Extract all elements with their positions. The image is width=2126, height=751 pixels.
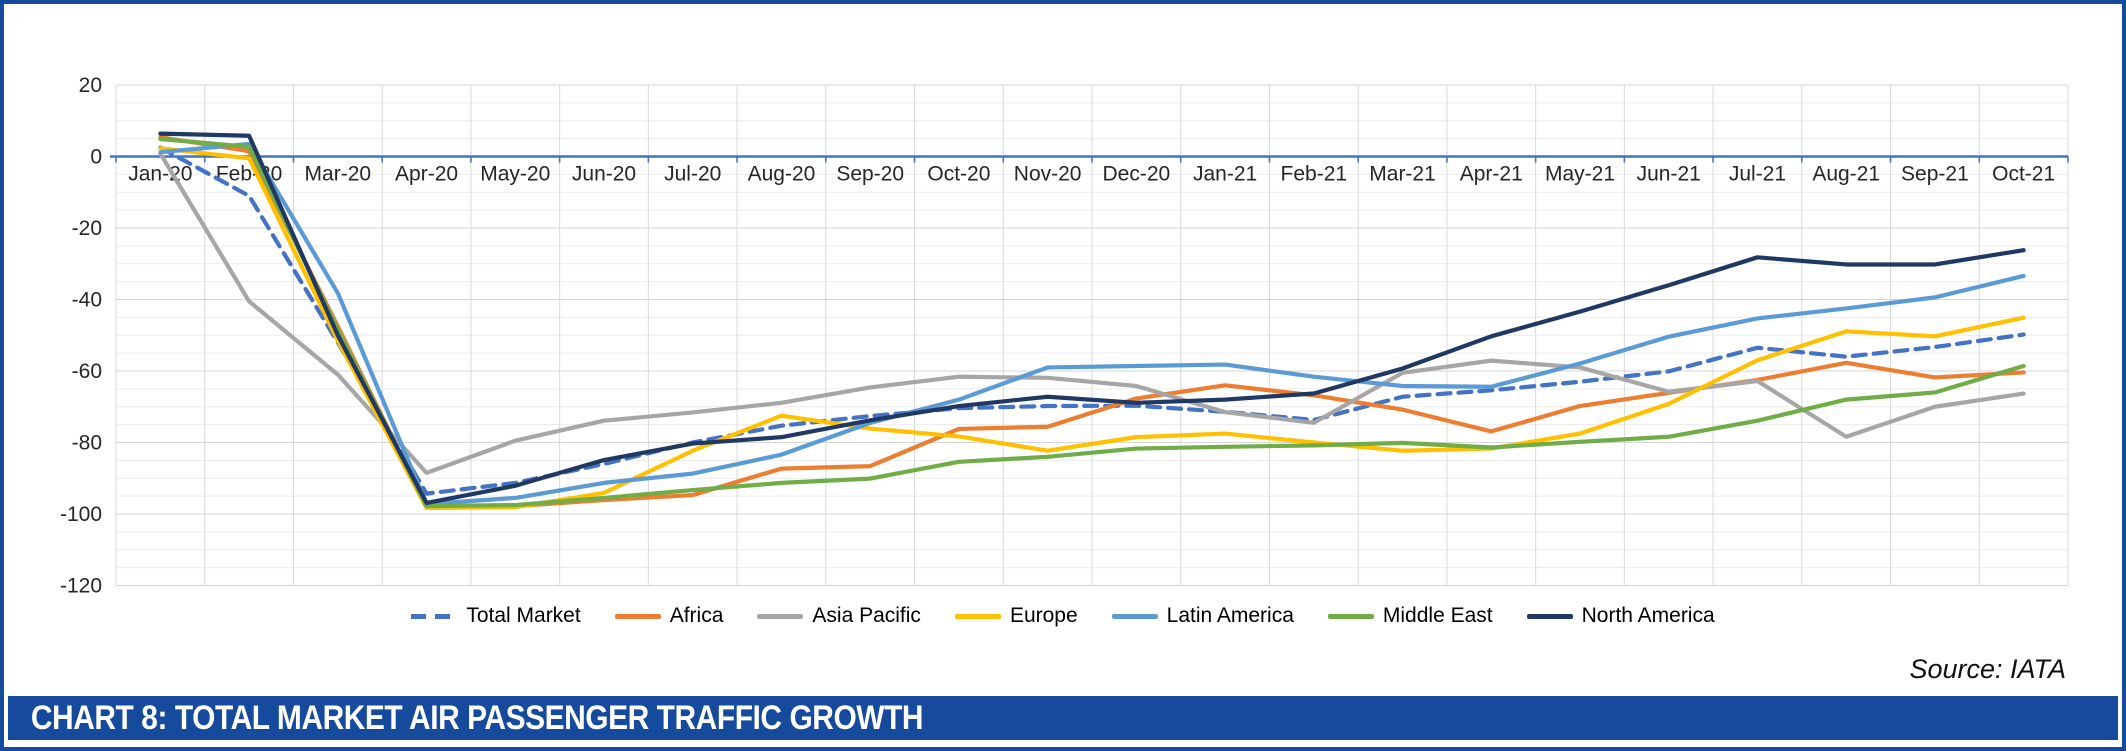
legend-swatch-north-america [1526, 613, 1573, 619]
x-axis-tick-label: Dec-20 [1103, 163, 1171, 186]
x-axis-tick-label: Sep-21 [1901, 163, 1969, 186]
legend-item-total-market: Total Market [411, 604, 581, 628]
legend-swatch-middle-east [1327, 613, 1374, 619]
x-axis-tick-label: Jun-20 [572, 163, 636, 186]
y-axis-tick-label: 0 [90, 146, 102, 169]
x-axis-tick-label: Apr-20 [395, 163, 458, 186]
x-axis-tick-label: May-20 [480, 163, 550, 186]
line-middle-east [158, 136, 2026, 509]
legend-item-latin-america: Latin America [1111, 604, 1294, 628]
legend-item-north-america: North America [1526, 604, 1715, 628]
legend-label-north-america: North America [1581, 604, 1715, 627]
legend-label-europe: Europe [1009, 604, 1078, 627]
x-axis-tick-label: Apr-21 [1460, 163, 1523, 186]
legend-label-total-market: Total Market [466, 604, 581, 627]
y-axis-tick-label: -100 [60, 503, 102, 526]
x-axis-tick-label: Oct-20 [927, 163, 990, 186]
x-axis-tick-label: Jan-20 [128, 163, 192, 186]
legend-label-middle-east: Middle East [1382, 604, 1493, 627]
line-latin-america [158, 141, 2026, 507]
x-axis-tick-label: May-21 [1545, 163, 1615, 186]
y-axis-tick-label: -120 [60, 575, 102, 598]
chart-title-bar: CHART 8: TOTAL MARKET AIR PASSENGER TRAF… [8, 696, 2118, 740]
source-note: Source: IATA [1909, 654, 2066, 684]
y-axis-tick-label: -80 [72, 432, 102, 455]
legend-label-africa: Africa [669, 604, 724, 627]
legend-swatch-asia-pacific [757, 613, 804, 619]
line-total-market [158, 145, 2026, 496]
legend-swatch-total-market [411, 613, 458, 619]
line-north-america [158, 131, 2026, 506]
legend-label-asia-pacific: Asia Pacific [812, 604, 921, 627]
chart-legend: Total Market Africa Asia Pacific Europe Lati… [4, 604, 2122, 628]
x-axis-tick-label: Aug-21 [1812, 163, 1880, 186]
legend-item-europe: Europe [954, 604, 1078, 628]
x-axis-tick-label: Mar-21 [1369, 163, 1436, 186]
x-axis-tick-label: Jun-21 [1637, 163, 1701, 186]
x-axis-tick-label: Aug-20 [748, 163, 816, 186]
x-axis-tick-label: Jan-21 [1193, 163, 1257, 186]
legend-item-middle-east: Middle East [1327, 604, 1493, 628]
legend-item-africa: Africa [614, 604, 724, 628]
legend-item-asia-pacific: Asia Pacific [757, 604, 921, 628]
x-axis-tick-label: Oct-21 [1992, 163, 2055, 186]
x-axis-tick-label: Feb-21 [1281, 163, 1348, 186]
y-axis-tick-label: 20 [79, 74, 102, 97]
x-axis-tick-label: Jul-21 [1729, 163, 1786, 186]
x-axis-tick-label: Jul-20 [664, 163, 721, 186]
y-axis-tick-label: -60 [72, 360, 102, 383]
y-axis-tick-label: -20 [72, 217, 102, 240]
legend-swatch-europe [954, 613, 1001, 619]
legend-swatch-africa [614, 613, 661, 619]
legend-label-latin-america: Latin America [1166, 604, 1294, 627]
line-asia-pacific [158, 151, 2026, 475]
legend-swatch-latin-america [1111, 613, 1158, 619]
x-axis-tick-label: Mar-20 [305, 163, 372, 186]
y-axis-tick-label: -40 [72, 289, 102, 312]
x-axis-tick-label: Sep-20 [836, 163, 904, 186]
chart-title: CHART 8: TOTAL MARKET AIR PASSENGER TRAF… [30, 698, 924, 737]
x-axis-tick-label: Nov-20 [1014, 163, 1082, 186]
